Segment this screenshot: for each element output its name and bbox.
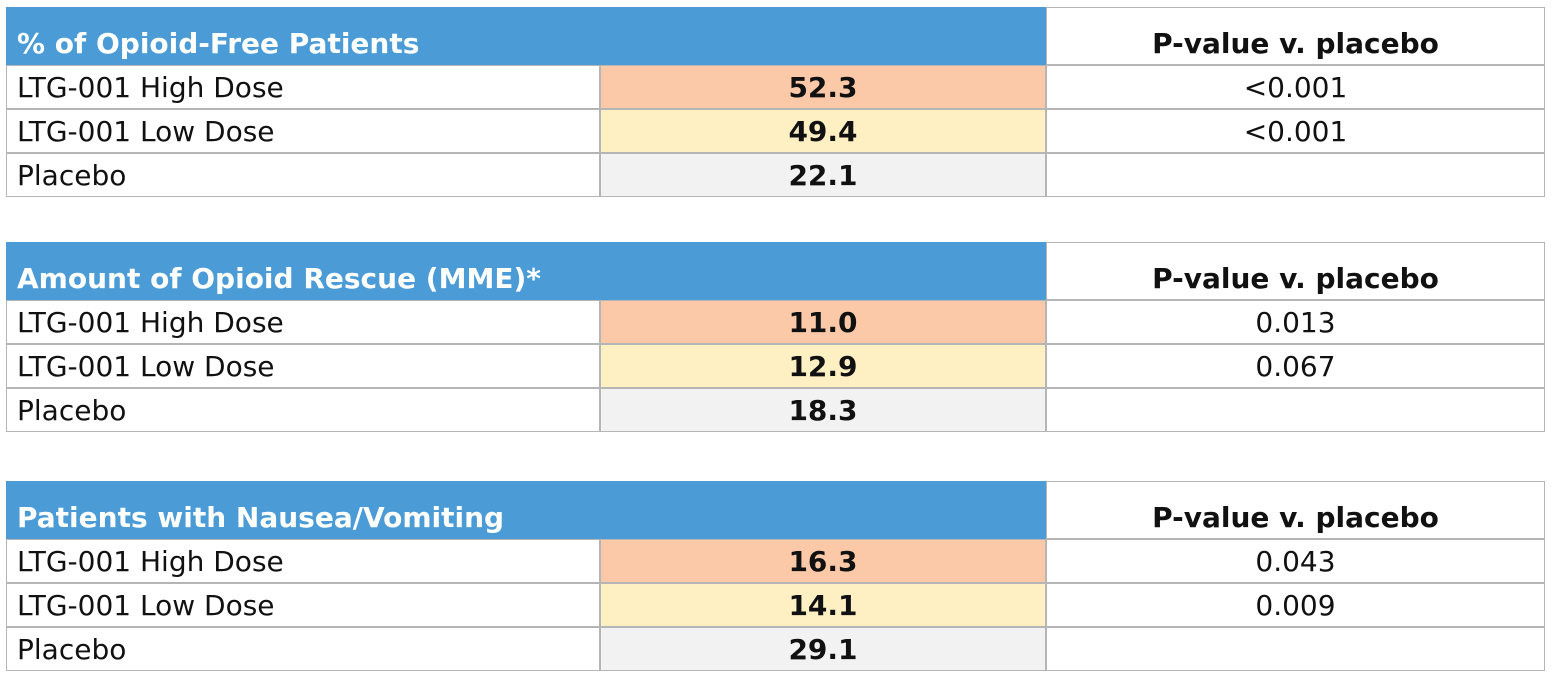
row-label: Placebo (6, 627, 600, 671)
row-label: LTG-001 Low Dose (6, 344, 600, 388)
row-value: 12.9 (600, 344, 1046, 388)
p-value: 0.067 (1046, 344, 1545, 388)
p-value (1046, 388, 1545, 432)
row-value: 16.3 (600, 539, 1046, 583)
row-value: 18.3 (600, 388, 1046, 432)
p-value-header: P-value v. placebo (1046, 7, 1545, 65)
table-title: % of Opioid-Free Patients (6, 7, 1046, 65)
p-value: <0.001 (1046, 65, 1545, 109)
table-title: Amount of Opioid Rescue (MME)* (6, 242, 1046, 300)
row-value: 29.1 (600, 627, 1046, 671)
row-label: LTG-001 High Dose (6, 65, 600, 109)
row-label: LTG-001 Low Dose (6, 109, 600, 153)
row-label: LTG-001 High Dose (6, 539, 600, 583)
row-label: LTG-001 High Dose (6, 300, 600, 344)
table-title: Patients with Nausea/Vomiting (6, 481, 1046, 539)
p-value: <0.001 (1046, 109, 1545, 153)
row-value: 11.0 (600, 300, 1046, 344)
p-value: 0.043 (1046, 539, 1545, 583)
row-label: Placebo (6, 388, 600, 432)
row-value: 22.1 (600, 153, 1046, 197)
row-value: 52.3 (600, 65, 1046, 109)
row-label: Placebo (6, 153, 600, 197)
p-value-header: P-value v. placebo (1046, 481, 1545, 539)
p-value: 0.009 (1046, 583, 1545, 627)
row-value: 14.1 (600, 583, 1046, 627)
p-value-header: P-value v. placebo (1046, 242, 1545, 300)
p-value: 0.013 (1046, 300, 1545, 344)
p-value (1046, 153, 1545, 197)
row-value: 49.4 (600, 109, 1046, 153)
row-label: LTG-001 Low Dose (6, 583, 600, 627)
p-value (1046, 627, 1545, 671)
